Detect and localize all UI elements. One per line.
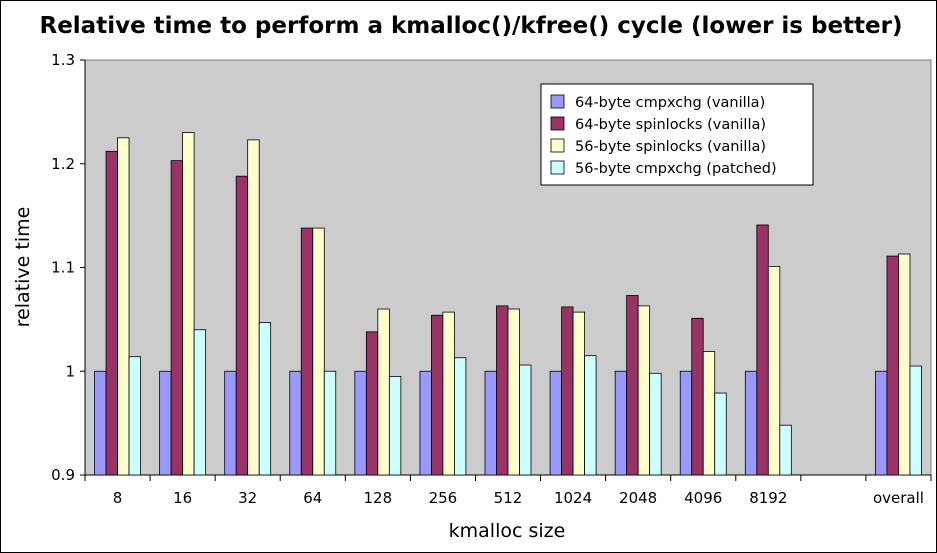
bar-512-series-3: [507, 308, 520, 476]
legend-box: [540, 83, 814, 186]
bar-2048-series-4: [649, 372, 662, 476]
bar-2048-series-1: [614, 370, 628, 476]
x-tick-label: 256: [429, 489, 458, 507]
bar-8-series-2: [105, 150, 118, 476]
bar-1024-series-2: [561, 306, 574, 476]
bar-256-series-4: [454, 357, 467, 476]
bar-32-series-3: [247, 139, 260, 476]
y-tick-label: 0.9: [51, 466, 75, 484]
bar-8192-series-2: [756, 224, 769, 476]
x-tick-label: 32: [238, 489, 257, 507]
x-tick-label: 512: [494, 489, 523, 507]
legend-swatch: [550, 160, 565, 175]
bar-128-series-3: [377, 308, 390, 476]
bar-overall-series-1: [875, 370, 888, 476]
x-tick-label: 2048: [619, 489, 657, 507]
bar-overall-series-3: [898, 253, 911, 476]
bar-overall-series-2: [886, 255, 899, 476]
bar-1024-series-1: [549, 370, 562, 476]
y-axis: 0.9 1 1.1 1.2 1.3: [51, 51, 86, 484]
bars: [94, 132, 922, 476]
bar-16-series-4: [193, 329, 207, 476]
x-tick-label: 128: [364, 489, 393, 507]
bar-256-series-1: [419, 370, 432, 476]
legend-entry: 64-byte cmpxchg (vanilla): [575, 95, 765, 111]
bar-1024-series-4: [584, 355, 597, 476]
bar-4096-series-4: [714, 392, 727, 476]
x-tick-label: 16: [173, 489, 192, 507]
bar-2048-series-3: [637, 305, 651, 476]
bar-32-series-2: [235, 175, 249, 476]
legend-entry: 64-byte spinlocks (vanilla): [575, 117, 766, 133]
legend-swatch: [550, 138, 565, 153]
bar-512-series-4: [519, 364, 532, 476]
bar-256-series-2: [431, 314, 444, 476]
bar-16-series-2: [170, 160, 184, 476]
x-tick-label: 8: [113, 489, 123, 507]
legend-entry: 56-byte spinlocks (vanilla): [575, 139, 766, 155]
x-axis-label: kmalloc size: [449, 520, 566, 542]
bar-64-series-3: [312, 227, 325, 476]
bar-32-series-4: [258, 322, 272, 476]
bar-256-series-3: [442, 311, 455, 476]
y-tick-label: 1.3: [51, 51, 75, 69]
bar-64-series-2: [300, 227, 314, 476]
y-tick-label: 1.2: [51, 155, 75, 173]
y-tick-label: 1: [65, 362, 75, 380]
legend-swatch: [550, 94, 565, 109]
bar-512-series-2: [496, 305, 509, 476]
bar-1024-series-3: [572, 311, 585, 476]
legend-swatch: [550, 116, 565, 131]
bar-overall-series-4: [909, 365, 922, 476]
x-tick-label: 8192: [749, 489, 787, 507]
legend-entry: 56-byte cmpxchg (patched): [575, 161, 777, 177]
bar-4096-series-2: [691, 317, 704, 476]
x-tick-label: 4096: [684, 489, 722, 507]
bar-512-series-1: [484, 370, 497, 476]
bar-128-series-4: [388, 376, 402, 476]
bar-4096-series-3: [702, 351, 716, 476]
bar-8-series-3: [117, 137, 130, 476]
bar-64-series-4: [323, 370, 337, 476]
x-tick-label: 1024: [554, 489, 592, 507]
x-tick-label: 64: [303, 489, 322, 507]
y-axis-label: relative time: [12, 207, 34, 328]
bar-128-series-1: [354, 370, 367, 476]
bar-8192-series-1: [744, 370, 758, 476]
bar-8192-series-3: [767, 266, 781, 476]
bar-128-series-2: [365, 331, 379, 476]
bar-2048-series-2: [626, 295, 639, 476]
y-tick-label: 1.1: [51, 259, 75, 277]
bar-16-series-3: [182, 132, 195, 476]
bar-8-series-1: [94, 370, 107, 476]
x-tick-label: overall: [873, 489, 924, 507]
bar-32-series-1: [224, 370, 237, 476]
legend: 64-byte cmpxchg (vanilla) 64-byte spinloc…: [540, 83, 814, 186]
chart-title: Relative time to perform a kmalloc()/kfr…: [39, 13, 902, 39]
bar-16-series-1: [159, 370, 172, 476]
bar-4096-series-1: [679, 370, 693, 476]
bar-8-series-4: [128, 356, 141, 476]
x-axis: 8 16 32 64 128 256 512 1024 2048 4096 8192 overall: [84, 474, 932, 507]
bar-64-series-1: [289, 370, 302, 476]
bar-8192-series-4: [779, 424, 792, 476]
